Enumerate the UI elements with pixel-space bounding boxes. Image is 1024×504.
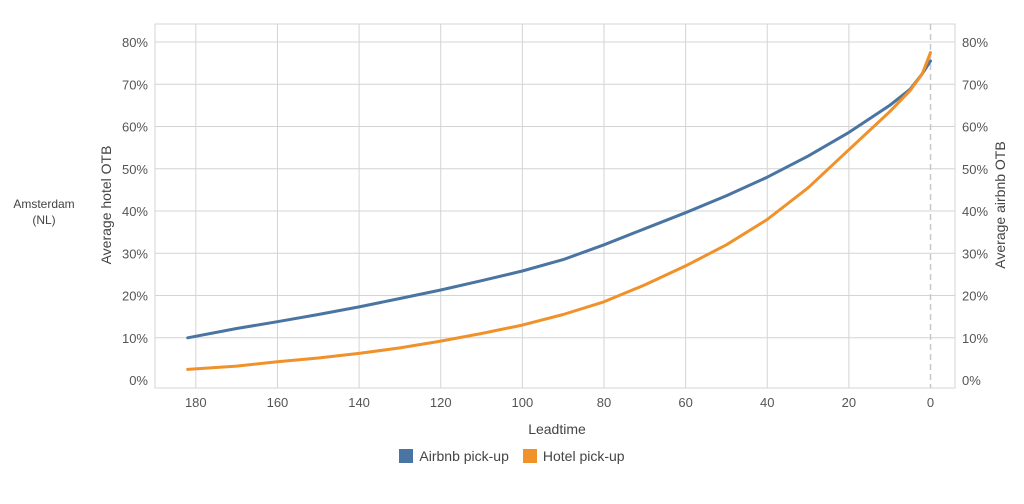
y-tick-label-left: 50% <box>122 162 148 177</box>
legend-label-hotel: Hotel pick-up <box>542 448 625 464</box>
y-tick-label-right: 80% <box>962 35 988 50</box>
legend-item-airbnb[interactable]: Airbnb pick-up <box>399 448 509 464</box>
x-tick-label: 100 <box>511 395 533 410</box>
y-tick-label-right: 30% <box>962 246 988 261</box>
hotel-pickup-line <box>186 51 932 371</box>
x-tick-label: 120 <box>430 395 452 410</box>
city-label: Amsterdam (NL) <box>10 196 78 228</box>
x-tick-label: 140 <box>348 395 370 410</box>
legend-swatch-hotel <box>522 449 537 463</box>
x-tick-label: 20 <box>842 395 856 410</box>
axes-layer: 0% 0% 10% 10% 20% 20% 30% 30% 40% 40% 50% 50% 60% 60%… <box>122 35 988 410</box>
series-layer <box>186 51 932 371</box>
city-name: Amsterdam <box>13 197 75 211</box>
plot-frame <box>154 23 956 389</box>
legend-label-airbnb: Airbnb pick-up <box>419 448 509 464</box>
x-tick-label: 0 <box>927 395 934 410</box>
x-tick-label: 40 <box>760 395 774 410</box>
x-tick-label: 160 <box>267 395 289 410</box>
y-tick-label-left: 20% <box>122 289 148 304</box>
y-axis-left-title: Average hotel OTB <box>98 146 114 265</box>
legend-item-hotel[interactable]: Hotel pick-up <box>522 448 625 464</box>
y-tick-label-left: 70% <box>122 77 148 92</box>
y-tick-label-right: 70% <box>962 77 988 92</box>
x-tick-label: 80 <box>597 395 611 410</box>
city-country: (NL) <box>32 213 56 227</box>
legend: Airbnb pick-up Hotel pick-up <box>0 448 1024 464</box>
y-tick-label-right: 40% <box>962 204 988 219</box>
airbnb-pickup-line <box>186 59 932 340</box>
x-axis-title: Leadtime <box>528 421 586 437</box>
grid-layer <box>154 23 956 389</box>
y-tick-label-left: 40% <box>122 204 148 219</box>
y-tick-label-left: 60% <box>122 120 148 135</box>
y-tick-label-left: 0% <box>129 373 148 388</box>
y-tick-label-right: 50% <box>962 162 988 177</box>
y-tick-label-left: 80% <box>122 35 148 50</box>
y-tick-label-right: 20% <box>962 289 988 304</box>
y-tick-label-right: 10% <box>962 331 988 346</box>
x-tick-label: 60 <box>678 395 692 410</box>
x-tick-label: 180 <box>185 395 207 410</box>
y-tick-label-right: 0% <box>962 373 981 388</box>
y-axis-right-title: Average airbnb OTB <box>992 141 1008 268</box>
y-tick-label-left: 30% <box>122 246 148 261</box>
y-tick-label-left: 10% <box>122 331 148 346</box>
legend-swatch-airbnb <box>399 449 414 463</box>
y-tick-label-right: 60% <box>962 120 988 135</box>
